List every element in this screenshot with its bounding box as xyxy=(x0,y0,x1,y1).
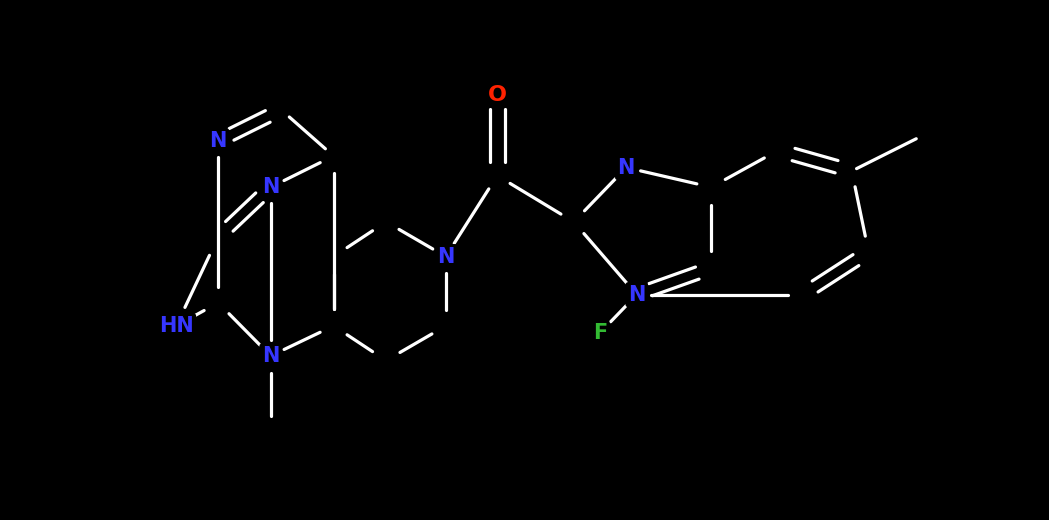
Text: N: N xyxy=(618,158,635,177)
Text: O: O xyxy=(488,85,507,105)
Text: N: N xyxy=(262,346,279,366)
Text: N: N xyxy=(628,284,645,305)
Text: F: F xyxy=(593,323,607,343)
Text: N: N xyxy=(262,177,279,197)
Text: HN: HN xyxy=(158,316,194,336)
Text: N: N xyxy=(210,131,227,151)
Text: N: N xyxy=(437,246,454,267)
